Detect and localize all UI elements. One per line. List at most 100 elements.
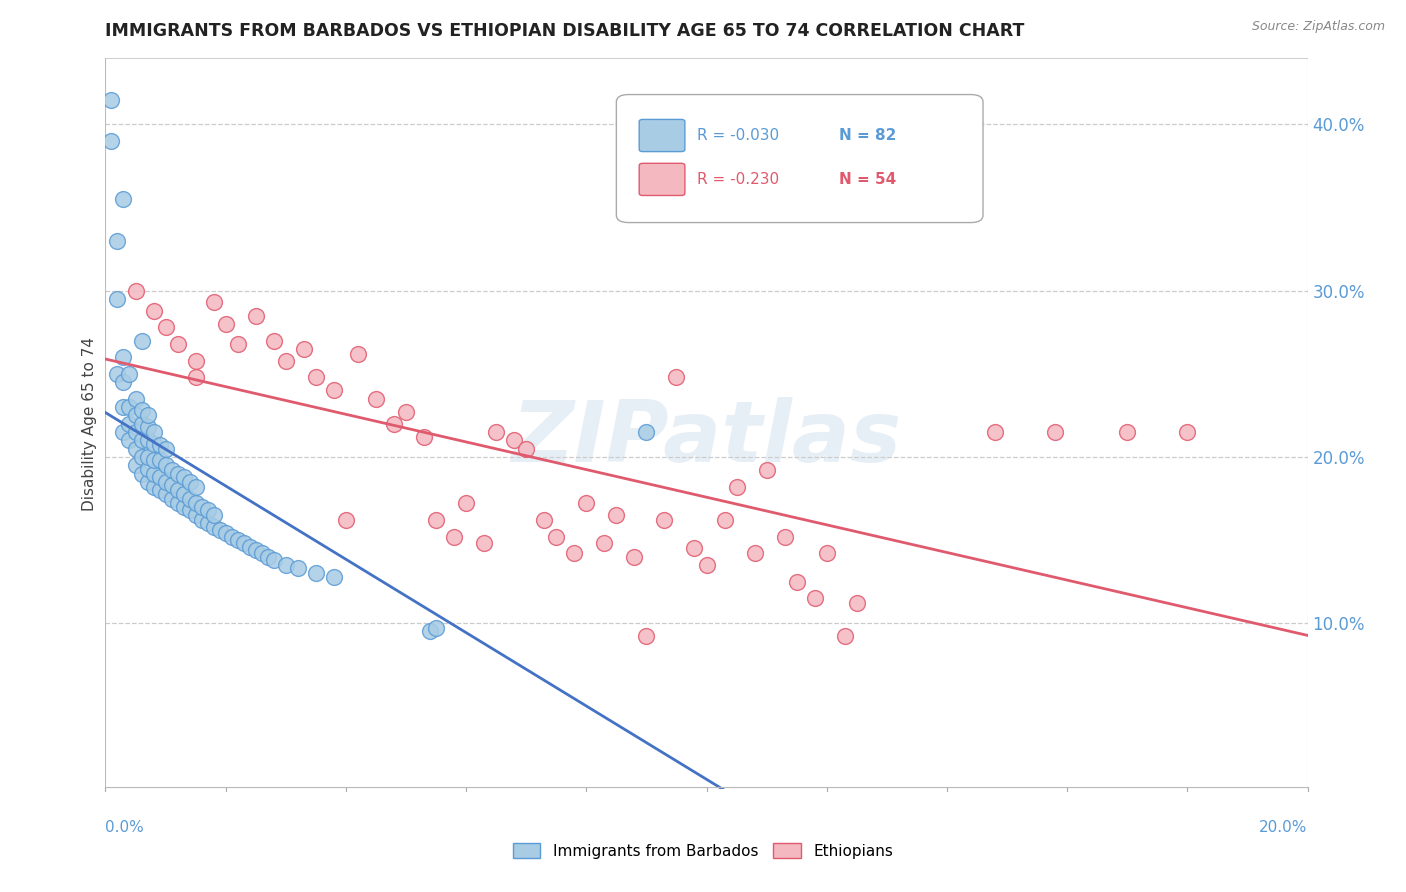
Point — [834, 630, 856, 644]
Point — [443, 530, 465, 544]
Point — [155, 442, 177, 456]
Point — [166, 337, 188, 351]
Point — [696, 558, 718, 572]
Point — [364, 392, 387, 406]
Point — [239, 540, 262, 554]
Point — [136, 434, 159, 448]
Point — [160, 491, 183, 506]
Point — [593, 536, 616, 550]
Point — [984, 425, 1007, 439]
Point — [425, 513, 447, 527]
Point — [173, 486, 195, 500]
Point — [155, 486, 177, 500]
Point — [155, 458, 177, 473]
Point — [131, 434, 153, 448]
Point — [142, 303, 165, 318]
Point — [112, 425, 135, 439]
Point — [503, 434, 526, 448]
Point — [166, 467, 188, 481]
Point — [214, 317, 236, 331]
Point — [419, 624, 441, 639]
Point — [845, 596, 868, 610]
Point — [166, 496, 188, 510]
Point — [118, 434, 141, 448]
Point — [274, 558, 297, 572]
Point — [533, 513, 555, 527]
Point — [184, 496, 207, 510]
Point — [1116, 425, 1139, 439]
Point — [179, 503, 201, 517]
Point — [713, 513, 735, 527]
Point — [263, 334, 285, 348]
Point — [131, 403, 153, 417]
Text: N = 54: N = 54 — [839, 172, 896, 187]
Point — [148, 438, 170, 452]
Text: R = -0.030: R = -0.030 — [697, 128, 779, 143]
Point — [136, 461, 159, 475]
Point — [136, 409, 159, 423]
Point — [112, 400, 135, 414]
Point — [322, 569, 344, 583]
Point — [107, 234, 129, 248]
Point — [124, 284, 146, 298]
Legend: Immigrants from Barbados, Ethiopians: Immigrants from Barbados, Ethiopians — [506, 837, 900, 864]
Point — [744, 546, 766, 560]
Point — [485, 425, 508, 439]
Point — [202, 520, 225, 534]
Point — [118, 400, 141, 414]
Text: Source: ZipAtlas.com: Source: ZipAtlas.com — [1251, 20, 1385, 33]
Point — [815, 546, 838, 560]
Point — [148, 453, 170, 467]
Point — [208, 523, 231, 537]
Point — [184, 370, 207, 384]
Point — [654, 513, 676, 527]
Point — [305, 370, 328, 384]
Point — [148, 483, 170, 498]
Point — [136, 450, 159, 464]
Point — [184, 508, 207, 523]
Point — [179, 491, 201, 506]
Point — [1043, 425, 1066, 439]
Point — [142, 425, 165, 439]
Point — [292, 342, 315, 356]
Point — [395, 405, 418, 419]
Point — [665, 370, 688, 384]
Point — [118, 417, 141, 431]
Point — [226, 337, 249, 351]
Point — [136, 420, 159, 434]
Point — [112, 350, 135, 364]
Point — [160, 478, 183, 492]
Text: 0.0%: 0.0% — [105, 821, 145, 835]
Point — [575, 496, 598, 510]
Point — [118, 367, 141, 381]
Point — [202, 508, 225, 523]
Point — [413, 430, 436, 444]
Point — [755, 463, 778, 477]
Point — [605, 508, 627, 523]
Text: R = -0.230: R = -0.230 — [697, 172, 779, 187]
Point — [136, 475, 159, 489]
Point — [287, 561, 309, 575]
Point — [142, 436, 165, 450]
Point — [173, 500, 195, 514]
Point — [636, 425, 658, 439]
Point — [155, 320, 177, 334]
Point — [546, 530, 568, 544]
Point — [131, 467, 153, 481]
Point — [155, 475, 177, 489]
Point — [1175, 425, 1198, 439]
Point — [124, 392, 146, 406]
Point — [100, 93, 122, 107]
Point — [202, 295, 225, 310]
Point — [124, 458, 146, 473]
Text: ZIPatlas: ZIPatlas — [512, 397, 901, 480]
Y-axis label: Disability Age 65 to 74: Disability Age 65 to 74 — [82, 336, 97, 511]
Point — [786, 574, 808, 589]
Point — [562, 546, 585, 560]
Point — [100, 134, 122, 148]
Point — [232, 536, 254, 550]
Point — [112, 375, 135, 389]
Point — [245, 309, 267, 323]
Point — [725, 480, 748, 494]
Point — [382, 417, 405, 431]
